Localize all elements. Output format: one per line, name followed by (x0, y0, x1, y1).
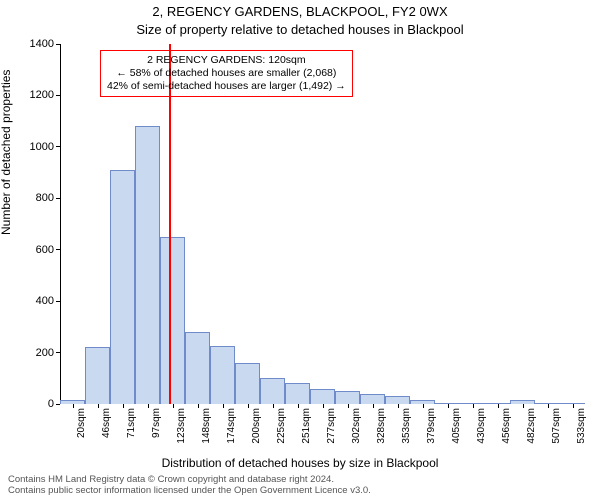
y-tick-label: 400 (36, 295, 54, 307)
x-tick-label: 482sqm (526, 408, 537, 444)
histogram-bar (110, 170, 135, 404)
x-tick-label: 20sqm (76, 408, 87, 438)
x-tick-label: 277sqm (326, 408, 337, 444)
x-tick-mark (348, 404, 349, 408)
callout-line-3: 42% of semi-detached houses are larger (… (107, 80, 346, 93)
y-tick-label: 0 (48, 398, 54, 410)
callout-line-2: ← 58% of detached houses are smaller (2,… (107, 67, 346, 80)
y-tick-mark (56, 95, 60, 96)
histogram-bar (210, 346, 235, 404)
y-tick-label: 200 (36, 347, 54, 359)
chart-inner: 020040060080010001200140020sqm46sqm71sqm… (60, 44, 585, 404)
y-tick-mark (56, 44, 60, 45)
property-marker-line (169, 44, 171, 404)
x-tick-label: 456sqm (501, 408, 512, 444)
y-tick-label: 800 (36, 192, 54, 204)
x-tick-mark (73, 404, 74, 408)
histogram-bar (310, 389, 335, 404)
x-axis-label: Distribution of detached houses by size … (0, 456, 600, 470)
x-tick-label: 430sqm (476, 408, 487, 444)
y-tick-label: 1000 (30, 141, 54, 153)
attribution-footer: Contains HM Land Registry data © Crown c… (8, 475, 371, 497)
x-tick-label: 302sqm (351, 408, 362, 444)
y-axis-label: Number of detached properties (0, 70, 13, 235)
x-tick-mark (98, 404, 99, 408)
histogram-bar (335, 391, 360, 404)
x-tick-mark (423, 404, 424, 408)
histogram-bar (235, 363, 260, 404)
x-tick-label: 405sqm (451, 408, 462, 444)
x-tick-label: 123sqm (176, 408, 187, 444)
chart-plot-area: 020040060080010001200140020sqm46sqm71sqm… (60, 44, 585, 404)
x-tick-label: 507sqm (551, 408, 562, 444)
x-tick-label: 71sqm (126, 408, 137, 438)
x-tick-mark (548, 404, 549, 408)
x-tick-label: 46sqm (101, 408, 112, 438)
y-tick-label: 1400 (30, 38, 54, 50)
x-tick-label: 328sqm (376, 408, 387, 444)
x-tick-label: 251sqm (301, 408, 312, 444)
histogram-bar (135, 126, 160, 404)
x-tick-mark (448, 404, 449, 408)
y-tick-label: 1200 (30, 89, 54, 101)
y-tick-label: 600 (36, 244, 54, 256)
histogram-bar (360, 394, 385, 404)
x-tick-mark (123, 404, 124, 408)
x-tick-mark (398, 404, 399, 408)
histogram-bar (260, 378, 285, 404)
footer-line-2: Contains public sector information licen… (8, 486, 371, 497)
x-tick-mark (473, 404, 474, 408)
x-tick-mark (248, 404, 249, 408)
y-axis-line (60, 44, 61, 404)
y-tick-mark (56, 301, 60, 302)
page-title: 2, REGENCY GARDENS, BLACKPOOL, FY2 0WX (0, 4, 600, 19)
x-tick-label: 174sqm (226, 408, 237, 444)
y-tick-mark (56, 249, 60, 250)
x-tick-mark (323, 404, 324, 408)
y-tick-mark (56, 198, 60, 199)
histogram-bar (285, 383, 310, 404)
x-tick-mark (273, 404, 274, 408)
property-callout: 2 REGENCY GARDENS: 120sqm← 58% of detach… (100, 50, 353, 97)
x-tick-mark (373, 404, 374, 408)
x-tick-mark (148, 404, 149, 408)
callout-line-1: 2 REGENCY GARDENS: 120sqm (107, 54, 346, 67)
histogram-bar (85, 347, 110, 404)
x-tick-label: 533sqm (576, 408, 587, 444)
x-tick-label: 379sqm (426, 408, 437, 444)
chart-subtitle: Size of property relative to detached ho… (0, 22, 600, 37)
x-tick-label: 148sqm (201, 408, 212, 444)
x-tick-label: 225sqm (276, 408, 287, 444)
y-tick-mark (56, 146, 60, 147)
y-tick-mark (56, 352, 60, 353)
histogram-bar (160, 237, 185, 404)
x-tick-label: 97sqm (151, 408, 162, 438)
x-tick-label: 353sqm (401, 408, 412, 444)
x-tick-label: 200sqm (251, 408, 262, 444)
x-tick-mark (573, 404, 574, 408)
histogram-bar (185, 332, 210, 404)
x-tick-mark (173, 404, 174, 408)
x-tick-mark (198, 404, 199, 408)
x-tick-mark (298, 404, 299, 408)
x-tick-mark (223, 404, 224, 408)
histogram-bar (385, 396, 410, 404)
x-tick-mark (523, 404, 524, 408)
x-tick-mark (498, 404, 499, 408)
